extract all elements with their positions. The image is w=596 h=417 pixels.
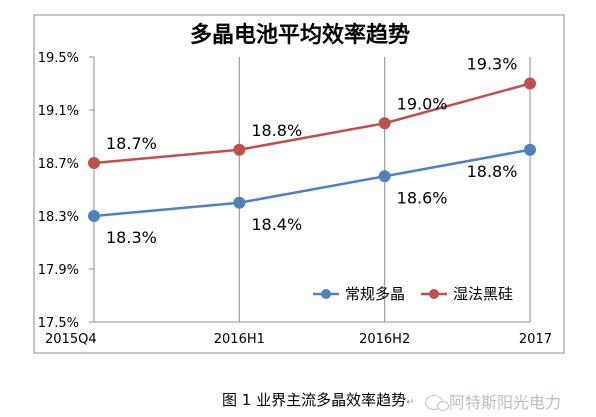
x-tick-label: 2015Q4 xyxy=(45,332,97,347)
y-tick-label: 19.5% xyxy=(38,51,79,66)
data-point xyxy=(378,117,391,130)
watermark-text: 阿特斯阳光电力 xyxy=(449,393,562,412)
data-label: 18.7% xyxy=(106,134,157,153)
chart-title: 多晶电池平均效率趋势 xyxy=(190,22,410,48)
data-point xyxy=(524,143,536,156)
chart-area xyxy=(33,14,565,354)
axes: 17.5% 17.9% 18.3% 18.7% 19.1% 19.5% 2015Q4 2016… xyxy=(38,51,552,347)
wechat-icon xyxy=(425,395,449,411)
x-tick-label: 2016H1 xyxy=(214,332,265,347)
data-label: 19.3% xyxy=(467,55,518,74)
data-point xyxy=(233,143,246,156)
y-tick-label: 17.9% xyxy=(38,263,79,278)
data-label: 18.8% xyxy=(467,162,518,181)
data-point xyxy=(88,210,100,222)
y-tick-label: 19.1% xyxy=(38,104,79,119)
watermark: 阿特斯阳光电力 xyxy=(425,389,561,413)
y-tick-label: 17.5% xyxy=(38,316,79,331)
data-label: 19.0% xyxy=(397,94,448,113)
line-chart: 多晶电池平均效率趋势 17.5% 17.9% 18.3% 18.7% 19.1% 19.5… xyxy=(33,14,565,354)
y-tick-label: 18.3% xyxy=(38,210,79,225)
series xyxy=(88,77,536,222)
y-tick-label: 18.7% xyxy=(38,157,79,172)
legend-marker xyxy=(321,289,331,299)
data-point xyxy=(524,77,536,90)
series-line xyxy=(93,148,531,218)
figure-caption-bar: 图 1 业界主流多晶效率趋势↵ 阿特斯阳光电力 xyxy=(0,387,596,417)
legend: 常规多晶 湿法黑硅 xyxy=(313,285,513,303)
data-point xyxy=(233,196,246,209)
data-label: 18.3% xyxy=(106,228,157,247)
data-label: 18.8% xyxy=(251,121,302,140)
legend-marker xyxy=(429,289,439,299)
gridlines xyxy=(238,57,531,322)
legend-label: 常规多晶 xyxy=(345,285,405,303)
x-tick-label: 2017 xyxy=(519,332,552,347)
data-labels: 18.3% 18.4% 18.6% 18.8% 18.7% 18.8% 19.0% 19.3% xyxy=(106,55,517,248)
legend-label: 湿法黑硅 xyxy=(453,285,513,303)
data-point xyxy=(88,157,100,169)
data-label: 18.6% xyxy=(397,188,448,207)
data-point xyxy=(378,170,391,183)
series-line xyxy=(93,82,531,165)
data-label: 18.4% xyxy=(251,215,302,234)
x-tick-label: 2016H2 xyxy=(359,332,410,347)
figure-caption: 图 1 业界主流多晶效率趋势↵ xyxy=(222,391,415,409)
